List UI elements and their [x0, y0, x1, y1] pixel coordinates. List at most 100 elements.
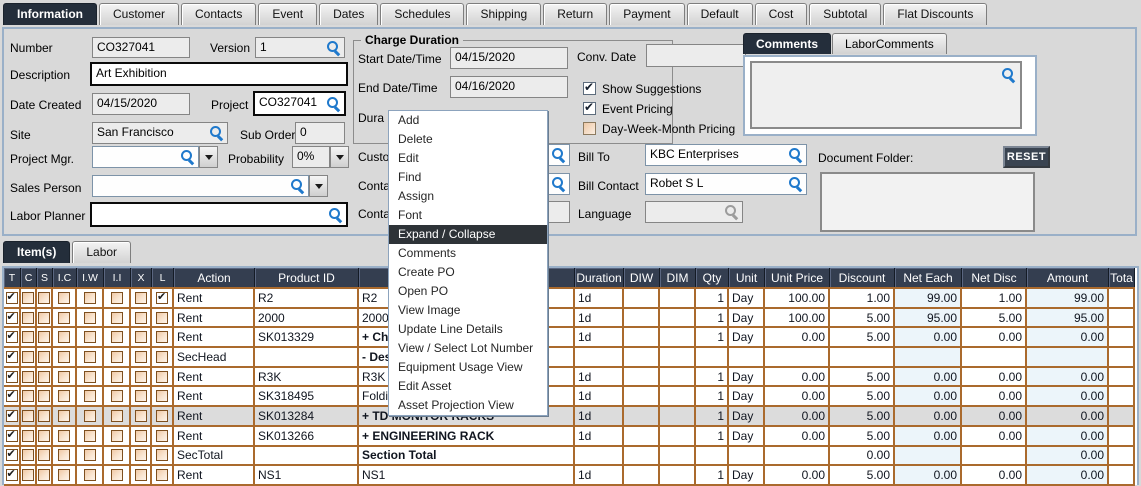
- tab-flat-discounts[interactable]: Flat Discounts: [883, 3, 988, 25]
- menu-item-asset-projection-view[interactable]: Asset Projection View: [398, 398, 514, 412]
- cell-flag[interactable]: [53, 367, 77, 388]
- cell-qty[interactable]: 1: [696, 308, 729, 329]
- cell-unit[interactable]: Day: [729, 289, 765, 309]
- row-checkbox[interactable]: [110, 350, 123, 363]
- tab-laborcomments[interactable]: LaborComments: [832, 33, 947, 54]
- document-folder-box[interactable]: [820, 172, 1035, 232]
- row-checkbox[interactable]: [134, 449, 147, 462]
- cell-flag[interactable]: [77, 446, 104, 467]
- labor-planner-field[interactable]: [90, 202, 348, 227]
- row-checkbox[interactable]: [156, 429, 168, 442]
- cell-net-disc[interactable]: 0.00: [962, 466, 1027, 486]
- cell-flag[interactable]: [53, 387, 77, 408]
- cell-diw[interactable]: [624, 426, 660, 447]
- cell-flag[interactable]: [4, 407, 21, 427]
- cell-flag[interactable]: [104, 387, 131, 408]
- cell-net-disc[interactable]: [962, 446, 1027, 467]
- cell-total[interactable]: [1109, 426, 1135, 447]
- cell-flag[interactable]: [53, 308, 77, 329]
- cell-net-disc[interactable]: 0.00: [962, 407, 1027, 427]
- row-checkbox[interactable]: [58, 291, 70, 304]
- row-checkbox[interactable]: [110, 331, 123, 344]
- show-suggestions-checkbox[interactable]: [583, 80, 596, 95]
- cell-diw[interactable]: [624, 289, 660, 309]
- col-header-i-w[interactable]: I.W: [77, 268, 104, 287]
- cell-total[interactable]: [1109, 348, 1135, 368]
- menu-item-add[interactable]: Add: [398, 113, 420, 127]
- tab-shipping[interactable]: Shipping: [466, 3, 542, 25]
- cell-total[interactable]: [1109, 328, 1135, 349]
- site-search-icon[interactable]: [209, 125, 224, 140]
- row-checkbox[interactable]: [134, 390, 147, 403]
- row-checkbox[interactable]: [83, 469, 96, 482]
- day-week-month-pricing-checkbox[interactable]: [583, 122, 596, 135]
- cell-discount[interactable]: 0.00: [830, 446, 895, 467]
- cell-qty[interactable]: 1: [696, 426, 729, 447]
- cell-net-disc[interactable]: 1.00: [962, 289, 1027, 309]
- reset-button[interactable]: RESET: [1003, 146, 1050, 168]
- row-checkbox[interactable]: [110, 449, 123, 462]
- col-header-x[interactable]: X: [131, 268, 152, 287]
- cell-unit-price[interactable]: 0.00: [765, 426, 830, 447]
- cell-flag[interactable]: [21, 407, 37, 427]
- cell-net-disc[interactable]: 0.00: [962, 426, 1027, 447]
- row-checkbox[interactable]: [110, 390, 123, 403]
- cell-flag[interactable]: [4, 289, 21, 309]
- menu-item-view-select-lot-number[interactable]: View / Select Lot Number: [398, 341, 534, 355]
- description-field[interactable]: Art Exhibition: [90, 62, 348, 86]
- row-checkbox[interactable]: [83, 331, 96, 344]
- cell-total[interactable]: [1109, 387, 1135, 408]
- cell-total[interactable]: [1109, 308, 1135, 329]
- project-mgr-search-icon[interactable]: [180, 149, 195, 164]
- cell-unit-price[interactable]: 0.00: [765, 328, 830, 349]
- cell-flag[interactable]: [104, 407, 131, 427]
- cell-diw[interactable]: [624, 367, 660, 388]
- row-checkbox[interactable]: [83, 370, 96, 383]
- cell-flag[interactable]: [104, 426, 131, 447]
- row-checkbox[interactable]: [38, 350, 50, 363]
- col-header-i-i[interactable]: I.I: [104, 268, 131, 287]
- row-checkbox[interactable]: [83, 350, 96, 363]
- cell-flag[interactable]: [37, 387, 53, 408]
- probability-field[interactable]: 0%: [292, 146, 330, 168]
- col-header-net-disc[interactable]: Net Disc: [962, 268, 1027, 287]
- cell-dim[interactable]: [660, 328, 696, 349]
- row-checkbox[interactable]: [83, 449, 96, 462]
- cell-net-disc[interactable]: 5.00: [962, 308, 1027, 329]
- site-field[interactable]: San Francisco: [92, 122, 228, 144]
- project-field[interactable]: CO327041: [253, 91, 346, 116]
- cell-flag[interactable]: [131, 367, 152, 388]
- cell-product-id[interactable]: R3K: [255, 367, 359, 388]
- cell-net-each[interactable]: [895, 348, 962, 368]
- cell-flag[interactable]: [152, 466, 174, 486]
- cell-flag[interactable]: [53, 328, 77, 349]
- cell-flag[interactable]: [77, 466, 104, 486]
- labor-planner-search-icon[interactable]: [328, 207, 343, 222]
- row-checkbox[interactable]: [156, 370, 168, 383]
- cell-flag[interactable]: [104, 466, 131, 486]
- cell-flag[interactable]: [53, 348, 77, 368]
- col-header-t[interactable]: T: [4, 268, 21, 287]
- menu-item-create-po[interactable]: Create PO: [398, 265, 455, 279]
- cell-qty[interactable]: 1: [696, 407, 729, 427]
- row-checkbox[interactable]: [134, 311, 147, 324]
- end-date-field[interactable]: 04/16/2020: [450, 76, 568, 98]
- cell-action[interactable]: Rent: [174, 308, 255, 329]
- menu-item-edit[interactable]: Edit: [398, 151, 419, 165]
- row-checkbox[interactable]: [134, 409, 147, 422]
- cell-unit[interactable]: Day: [729, 466, 765, 486]
- cell-flag[interactable]: [53, 407, 77, 427]
- row-checkbox[interactable]: [5, 290, 18, 304]
- cell-flag[interactable]: [4, 387, 21, 408]
- menu-item-assign[interactable]: Assign: [398, 189, 435, 203]
- event-pricing-checkbox[interactable]: [583, 100, 596, 115]
- cell-net-each[interactable]: 95.00: [895, 308, 962, 329]
- sales-person-field[interactable]: [92, 175, 309, 197]
- row-checkbox[interactable]: [110, 291, 123, 304]
- cell-flag[interactable]: [152, 387, 174, 408]
- tab-contacts[interactable]: Contacts: [181, 3, 257, 25]
- cell-dim[interactable]: [660, 367, 696, 388]
- cell-dim[interactable]: [660, 308, 696, 329]
- cell-flag[interactable]: [131, 328, 152, 349]
- col-header-duration[interactable]: Duration: [575, 268, 624, 287]
